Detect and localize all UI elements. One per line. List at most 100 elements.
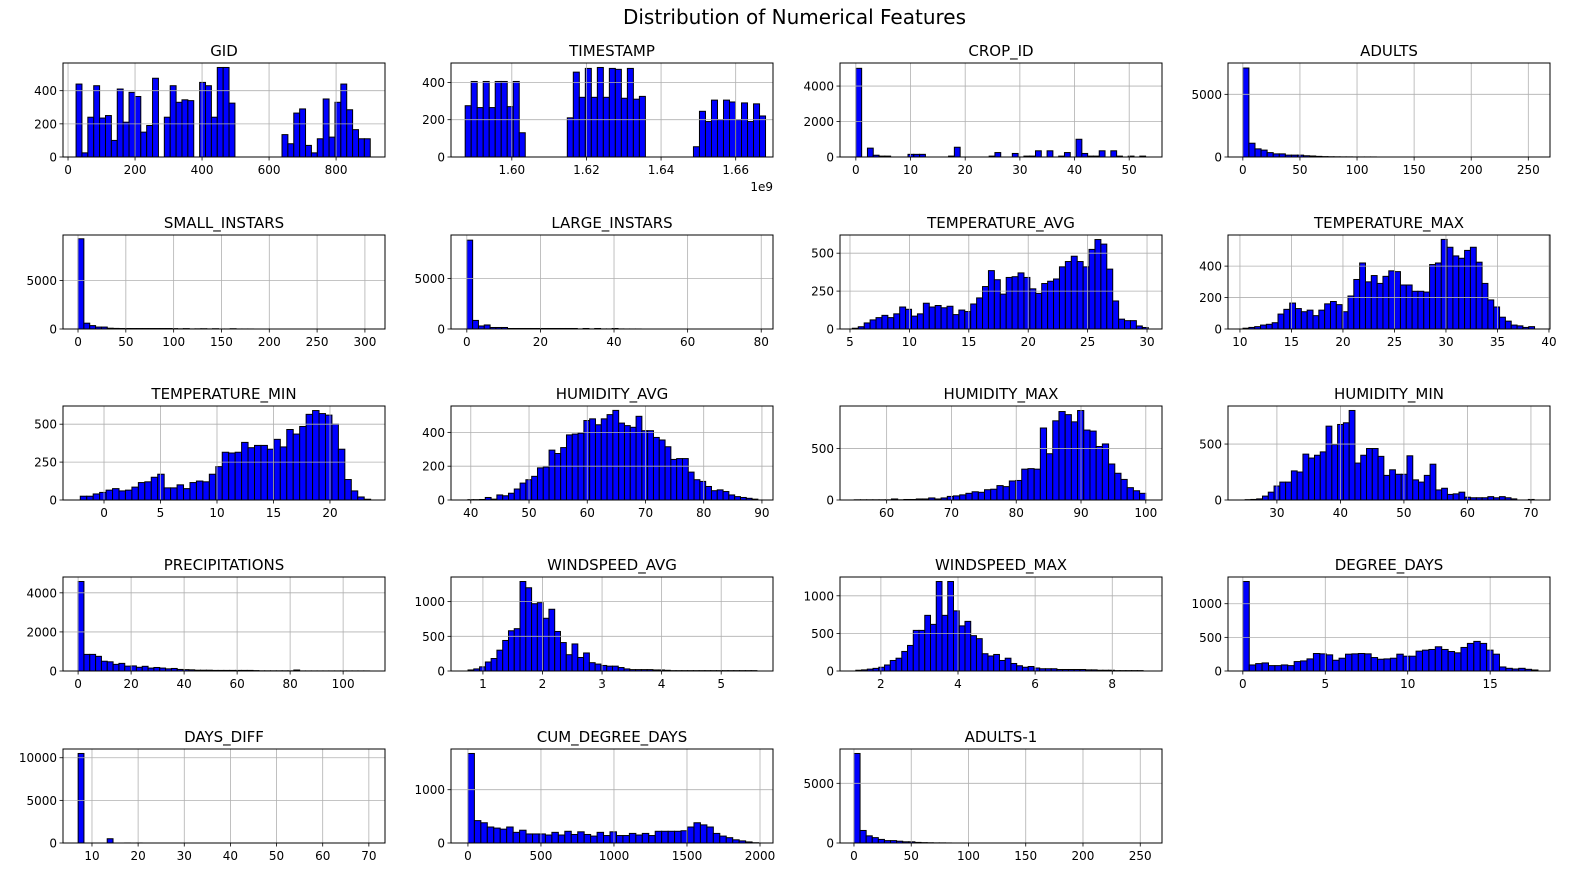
y-tick-label: 5000 (26, 794, 57, 808)
x-tick-label: 40 (1067, 163, 1082, 177)
histogram-bar (480, 822, 488, 844)
histogram-bar (1460, 646, 1468, 672)
histogram-bar (878, 666, 886, 672)
y-tick-label: 0 (49, 151, 57, 165)
histogram-bar (104, 115, 112, 158)
y-tick-label: 1000 (414, 595, 445, 609)
histogram-bar (472, 319, 479, 330)
histogram-bar (1359, 262, 1366, 330)
subplot-title: CROP_ID (968, 42, 1033, 61)
histogram-bar (542, 466, 550, 501)
subplot-title: TEMPERATURE_MIN (150, 385, 296, 404)
x-tick-label: 0 (464, 849, 472, 863)
histogram-bar (947, 581, 954, 672)
histogram-bar (1348, 409, 1356, 501)
histogram-bar (606, 414, 614, 501)
histogram-bar (564, 830, 572, 844)
histogram-bar (1306, 658, 1314, 672)
histogram-bar (899, 306, 907, 330)
x-tick-label: 10 (209, 506, 224, 520)
x-tick-label: 30 (1139, 335, 1154, 349)
x-tick-label: 50 (1122, 163, 1137, 177)
histogram-bar (116, 88, 124, 158)
y-tick-label: 4000 (26, 586, 57, 600)
x-tick-label: 0 (74, 335, 82, 349)
axes-frame (450, 62, 774, 158)
x-tick-label: 40 (1541, 335, 1556, 349)
histogram-bar (596, 831, 605, 844)
x-tick-label: 0 (74, 677, 82, 691)
histogram-bar (1435, 489, 1443, 501)
histogram-bar (494, 80, 502, 158)
histogram-bar (722, 491, 730, 501)
histogram-bar (144, 481, 152, 501)
histogram-bar (513, 488, 521, 501)
histogram-bar (1366, 448, 1373, 501)
histogram-bar (905, 308, 913, 330)
histogram-bar (496, 649, 504, 672)
x-tick-label: 40 (606, 335, 621, 349)
histogram-bar (946, 305, 954, 330)
x-tick-label: 15 (1284, 335, 1299, 349)
histogram-bar (470, 80, 478, 158)
histogram-bar (467, 752, 475, 844)
axes-frame (62, 234, 386, 330)
x-tick-label: 20 (533, 335, 548, 349)
histogram-bar (202, 481, 210, 501)
x-tick-label: 30 (177, 849, 192, 863)
histogram-bar (502, 495, 509, 501)
subplot-small-instars: SMALL_INSTARS 0 50 100 150 200 250 300 0 5000 (26, 214, 386, 349)
histogram-bar (632, 98, 640, 158)
histogram-bar (866, 147, 874, 158)
histogram-bar (205, 85, 212, 158)
histogram-bar (907, 644, 914, 672)
x-tick-label: 60 (315, 849, 330, 863)
histogram-bar (741, 102, 749, 158)
histogram-bar (316, 138, 324, 158)
histogram-bar (1242, 67, 1250, 158)
histogram-bar (735, 119, 743, 158)
histogram-bar (199, 81, 207, 158)
y-tick-label: 500 (1199, 631, 1222, 645)
histogram-bar (89, 325, 97, 330)
histogram-bar (993, 653, 1000, 672)
subplot-humidity-min: HUMIDITY_MIN 30 40 50 60 70 0 500 (1199, 385, 1551, 520)
x-tick-label: 5 (717, 677, 725, 691)
y-tick-label: 10000 (19, 751, 57, 765)
x-tick-label: 6 (1031, 677, 1039, 691)
histogram-bar (1434, 646, 1443, 672)
histogram-bar (1002, 486, 1010, 501)
subplot-title: DAYS_DIFF (184, 728, 264, 747)
histogram-bar (853, 752, 861, 844)
x-tick-label: 1.60 (498, 163, 525, 177)
histogram-bar (964, 311, 972, 330)
x-tick-label: 100 (162, 335, 185, 349)
histogram-bar (1255, 663, 1263, 672)
histogram-bar (1406, 455, 1414, 501)
histogram-bar (1100, 243, 1108, 330)
subplot-title: HUMIDITY_MIN (1334, 385, 1444, 404)
histogram-bar (704, 121, 712, 158)
y-tick-label: 5000 (26, 274, 57, 288)
histogram-bar (1112, 300, 1120, 330)
histogram-bar (635, 834, 643, 844)
histogram-bar (135, 666, 143, 672)
histogram-bar (670, 458, 678, 501)
histogram-bar (247, 447, 256, 501)
histogram-bar (572, 71, 580, 158)
histogram-bar (946, 495, 955, 501)
histogram-bar (987, 655, 995, 672)
histogram-bar (299, 425, 307, 501)
histogram-bar (105, 489, 114, 501)
histogram-bar (1487, 496, 1495, 501)
histogram-bar (728, 101, 737, 158)
histogram-bar (1302, 453, 1310, 501)
histogram-bar (1108, 463, 1116, 501)
y-tick-label: 400 (1199, 260, 1222, 274)
histogram-bar (1312, 653, 1321, 672)
histogram-bar (322, 98, 330, 158)
histogram-bar (1394, 473, 1402, 501)
histogram-bar (1370, 275, 1378, 330)
histogram-bar (100, 660, 108, 672)
histogram-bar (577, 831, 585, 844)
